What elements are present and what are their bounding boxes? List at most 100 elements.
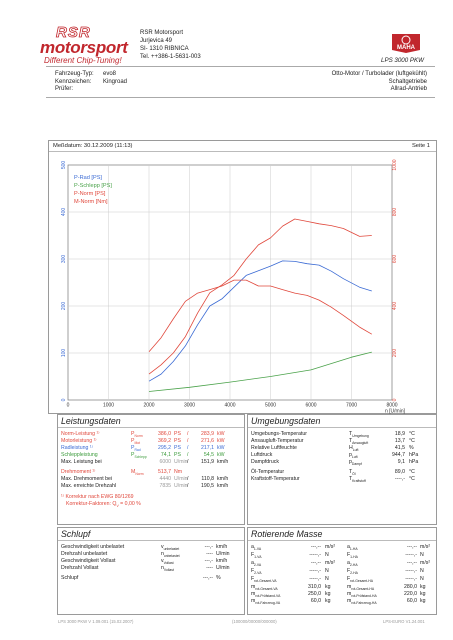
chart-legend: P-Rad [PS] P-Schlepp [PS] P-Norm [PS] M-Nor…	[74, 175, 112, 205]
row-value: ---,--	[202, 575, 213, 581]
row-label: Geschwindigkeit unbelastet	[61, 544, 125, 550]
y-right-tick-label: 200	[392, 349, 398, 358]
row-value: ----	[206, 551, 213, 557]
row-sep: /	[187, 452, 189, 458]
row-symbol: TÖl	[349, 469, 356, 477]
company-name: RSR Motorsport	[140, 30, 184, 36]
masse-row: F2-VA -----,- N F2-HA -----,- N	[251, 568, 433, 575]
row-symbol-2: a1-HA	[347, 544, 358, 552]
row-value-2: 271,6	[201, 438, 214, 444]
umgebung-row: Dampfdruck pDampf 9,1 hPa	[251, 459, 433, 466]
row-unit: %	[216, 575, 221, 581]
inspector-label: Prüfer:	[55, 86, 74, 92]
vehicle-plate-label: Kennzeichen:	[55, 78, 92, 85]
drive-type: Allrad-Antrieb	[390, 86, 427, 92]
maha-logo-icon: MAHA	[390, 30, 422, 54]
row-label: Max. Leistung bei	[61, 459, 102, 465]
row-value: ----	[206, 565, 213, 571]
info-divider	[46, 97, 435, 98]
row-symbol-2: mrot-Prüfstand-HA	[347, 591, 377, 599]
leistung-row: Norm-Leistung ¹⁾ PNorm 386,0 PS / 283,9 kW	[61, 431, 241, 438]
row-value: 41,5	[394, 445, 405, 451]
company-street: Jurjevica 49	[140, 38, 173, 44]
row-symbol: TAnsaugluft	[349, 438, 369, 446]
row-label: Kraftstoff-Temperatur	[251, 476, 300, 482]
row-symbol-1: mrot-Gesamt-VA	[251, 584, 278, 592]
row-label: Radleistung ¹⁾	[61, 445, 93, 451]
row-label: Norm-Leistung ¹⁾	[61, 431, 100, 437]
row-unit-2: m/s²	[420, 560, 431, 566]
row-unit: %	[409, 445, 414, 451]
row-sep: /	[187, 483, 189, 489]
row-symbol: PSchlepp	[131, 452, 147, 460]
row-unit: °C	[409, 431, 415, 437]
row-unit-1: PS	[174, 431, 181, 437]
masse-row: mrot-Fahrzeug-VA 60,0 kg mrot-Fahrzeug-HA 60…	[251, 598, 433, 606]
row-value: ----,-	[394, 476, 405, 482]
row-value-2: 110,8	[201, 476, 214, 482]
vehicle-plate-value: Kingroad	[103, 78, 128, 85]
footer-center: (100000/00000/000000)	[232, 619, 277, 624]
row-unit: °C	[409, 438, 415, 444]
x-tick-label: 1000	[103, 403, 114, 409]
y-left-tick-label: 0	[61, 398, 67, 401]
row-unit-1: U/min	[174, 459, 188, 465]
row-unit: °C	[409, 476, 415, 482]
row-label: Max. erreichte Drehzahl	[61, 483, 117, 489]
row-unit-1: N	[325, 576, 329, 582]
masse-row: a2-VA ---,-- m/s² a2-HA ---,-- m/s²	[251, 560, 433, 567]
row-unit-2: kW	[217, 452, 225, 458]
masse-row: mrot-Gesamt-VA 310,0 kg mrot-Gesamt-HA 280,0…	[251, 584, 433, 592]
row-symbol: PRad	[131, 445, 141, 453]
logo-tagline: Different Chip-Tuning!	[44, 56, 122, 65]
x-tick-label: 2000	[143, 403, 154, 409]
gearbox-type: Schaltgetriebe	[388, 78, 427, 85]
row-unit-1: kg	[325, 584, 331, 590]
row-value-2: -----,-	[405, 568, 417, 574]
schlupf-row: Drehzahl Vollast nVollast ---- U/min	[61, 565, 241, 573]
row-unit-1: N	[325, 552, 329, 558]
row-value-1: 4440	[159, 476, 171, 482]
umgebung-row: Relative Luftfeuchte HLuft 41,5%	[251, 445, 433, 452]
row-unit-1: m/s²	[325, 544, 336, 550]
row-unit-1: PS	[174, 438, 181, 444]
row-value-2: 283,9	[201, 431, 214, 437]
row-label: Ansaugluft-Temperatur	[251, 438, 304, 444]
leistung-row: Motorleistung ¹⁾ PMot 369,2 PS / 271,6 kW	[61, 438, 241, 445]
row-value-2: 220,0	[404, 591, 417, 597]
row-label: Drehzahl unbelastet	[61, 551, 108, 557]
row-value-1: 60,0	[310, 598, 321, 604]
row-symbol-2: mrot-Gesamt-HA	[347, 584, 375, 592]
row-value-1: -----,-	[309, 552, 321, 558]
x-tick-label: 0	[67, 403, 70, 409]
row-symbol: nunbelastet	[161, 551, 180, 559]
y-left-tick-label: 400	[61, 208, 67, 217]
chart-lines	[148, 218, 373, 392]
engine-type: Otto-Motor / Turbolader (luftgekühlt)	[331, 71, 427, 77]
row-unit-1: kg	[325, 591, 331, 597]
row-unit: km/h	[216, 544, 228, 550]
legend-item: P-Schlepp [PS]	[74, 183, 112, 189]
rpm-max-row: Max. erreichte Drehzahl 7835 U/min/ 190,5 km…	[61, 483, 241, 489]
maha-logo-text: MAHA	[397, 45, 416, 51]
row-value: 9,1	[397, 459, 405, 465]
chart-ticks: 0 1000 2000 3000 4000 5000 6000 7000 80000100200…	[61, 159, 406, 414]
row-symbol: nVollast	[161, 565, 174, 573]
schlupf-row: Drehzahl unbelastet nunbelastet ---- U/min	[61, 551, 241, 559]
row-unit: U/min	[216, 551, 230, 557]
torque-at-row: Max. Drehmoment bei 4440 U/min/ 110,8 km/h	[61, 476, 241, 482]
y-left-tick-label: 100	[61, 349, 67, 358]
masse-title: Rotierende Masse	[251, 529, 323, 539]
row-value-1: 250,0	[308, 591, 321, 597]
row-symbol-2: mrot-Fahrzeug-HA	[347, 598, 377, 606]
series-p-rad	[148, 260, 372, 382]
row-symbol: pLuft	[349, 452, 358, 460]
row-value-1: -----,-	[309, 568, 321, 574]
row-value-2: 280,0	[404, 584, 417, 590]
row-value-2: -----,-	[405, 576, 417, 582]
row-label: Max. Drehmoment bei	[61, 476, 113, 482]
row-symbol-1: a1-VA	[251, 544, 262, 552]
row-value-1: 295,2	[158, 445, 171, 451]
row-symbol-2: F1-HA	[347, 552, 358, 560]
umgebung-row: Öl-Temperatur TÖl 89,0 °C	[251, 469, 433, 477]
